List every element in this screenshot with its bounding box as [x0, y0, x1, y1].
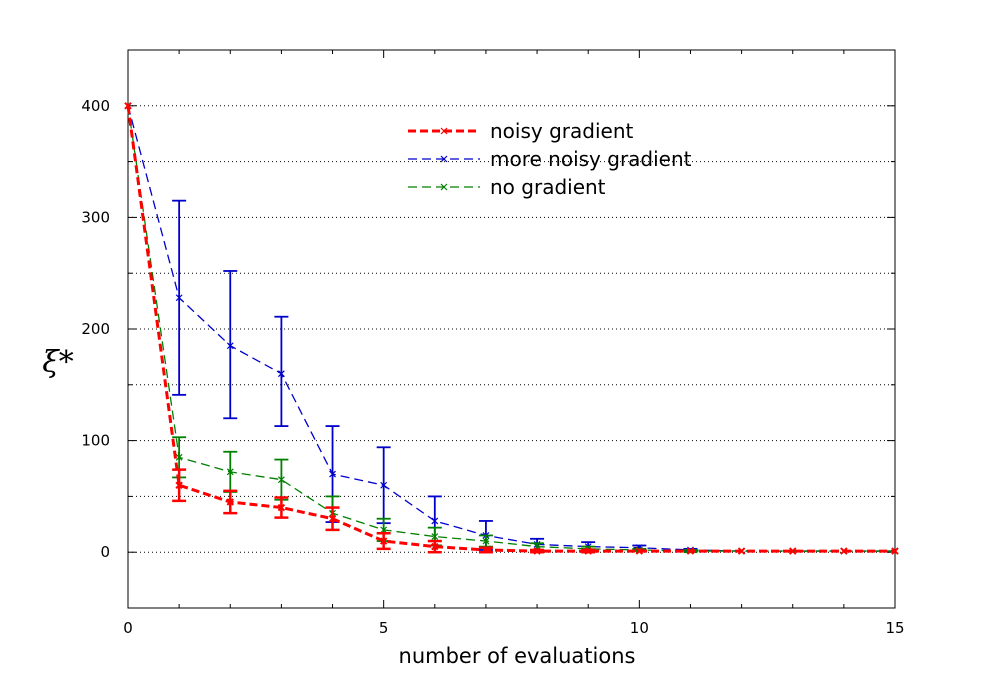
series-noisy-gradient	[124, 102, 899, 555]
y-axis-label: ξ*	[42, 345, 74, 380]
x-tick-label: 15	[885, 619, 904, 637]
data-point	[584, 547, 592, 555]
data-point	[277, 476, 285, 484]
x-tick-label: 10	[630, 619, 649, 637]
data-point	[226, 498, 234, 506]
y-tick-label: 100	[81, 432, 110, 450]
series-line	[127, 105, 895, 552]
data-point	[431, 542, 439, 551]
data-point	[380, 526, 388, 534]
data-point	[482, 546, 490, 554]
data-point	[277, 370, 285, 378]
axis-ticks: 0 100 200 300 400 0 5 10 15	[81, 49, 905, 637]
legend-label: no gradient	[490, 175, 606, 199]
data-point	[686, 547, 695, 555]
data-point	[431, 533, 439, 541]
legend-label: noisy gradient	[490, 119, 633, 143]
legend: noisy gradient more noisy gradient no grad…	[408, 119, 692, 199]
data-point	[891, 547, 899, 555]
data-point	[380, 481, 388, 489]
y-tick-label: 300	[81, 208, 110, 226]
data-point	[328, 515, 337, 523]
data-point	[175, 481, 183, 489]
data-point	[840, 547, 848, 555]
x-tick-label: 0	[123, 619, 133, 637]
legend-entry: no gradient	[408, 175, 606, 199]
y-tick-label: 0	[100, 543, 110, 561]
data-point	[175, 294, 183, 302]
legend-label: more noisy gradient	[490, 147, 692, 171]
legend-marker	[440, 183, 448, 191]
data-point	[482, 537, 490, 545]
series-layer	[124, 102, 899, 555]
data-point	[431, 517, 439, 525]
data-point	[226, 468, 234, 476]
legend-entry: more noisy gradient	[408, 147, 692, 171]
data-point	[329, 470, 336, 478]
legend-entry: noisy gradient	[408, 119, 633, 143]
series-line	[126, 105, 895, 553]
data-point	[635, 547, 644, 555]
y-tick-label: 400	[81, 97, 110, 115]
data-point	[277, 503, 286, 512]
data-point	[124, 102, 132, 110]
legend-marker	[440, 155, 448, 163]
legend-marker	[440, 127, 448, 135]
y-tick-label: 200	[81, 320, 110, 338]
data-point	[175, 453, 183, 461]
x-tick-label: 5	[379, 619, 389, 637]
data-point	[533, 547, 541, 555]
data-point	[379, 537, 388, 545]
series-line	[127, 105, 895, 552]
x-axis-label: number of evaluations	[399, 644, 636, 668]
data-point	[226, 342, 234, 350]
data-point	[737, 547, 746, 555]
data-point	[789, 547, 797, 555]
grid-lines	[128, 105, 895, 553]
